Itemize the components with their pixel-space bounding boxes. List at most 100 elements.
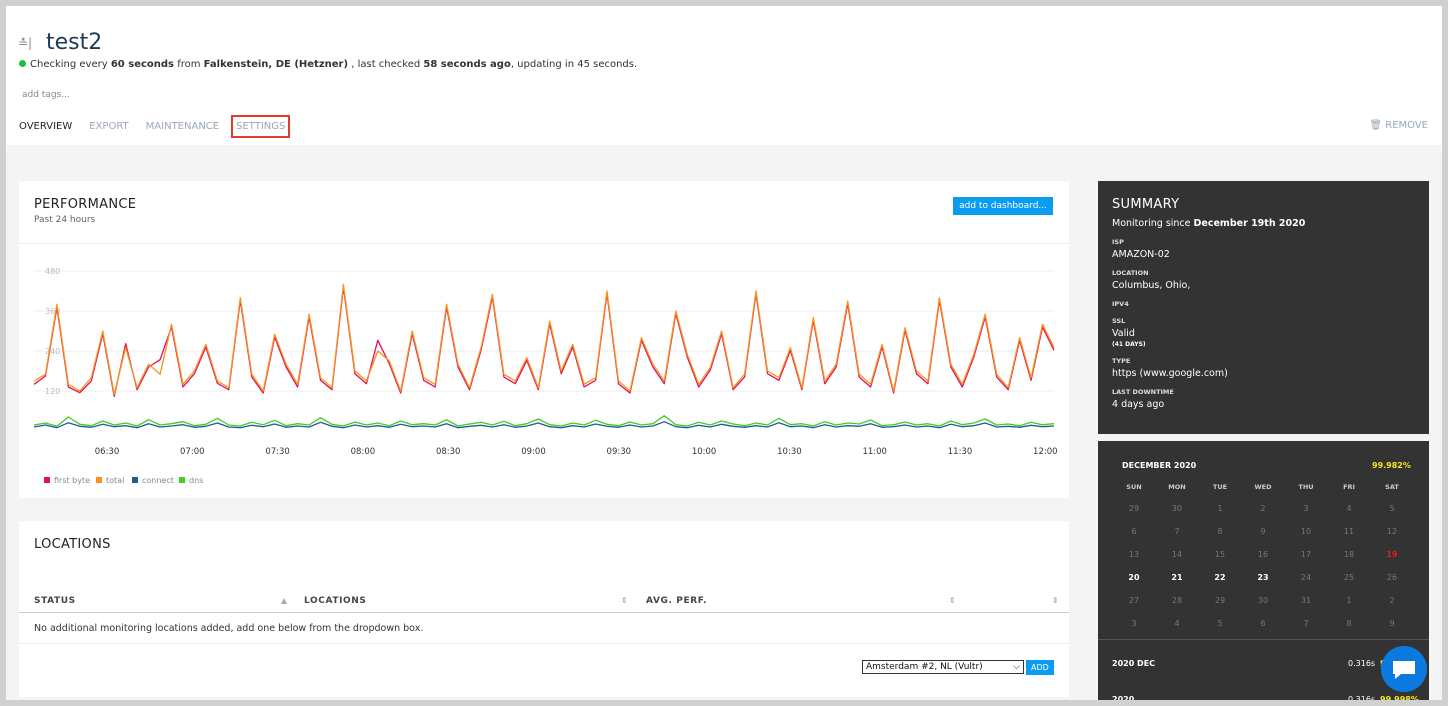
day: 1 [1217,504,1223,513]
column-header[interactable]: LOCATIONS [304,596,367,606]
y-tick-label: 360 [45,307,60,316]
legend-swatch [132,477,138,483]
fields: ISP AMAZON-02 LOCATION Columbus, Ohio, IPV4 S… [1112,238,1415,410]
legend-swatch [179,477,185,483]
add-button[interactable]: ADD [1026,660,1054,675]
day: 6 [1131,527,1137,536]
x-tick-label: 09:00 [521,447,546,457]
select-value: Amsterdam #2, NL (Vultr) [866,662,983,672]
sort-icon[interactable]: ⇕ [1052,596,1060,605]
day: 6 [1260,619,1266,628]
dashboard-button[interactable]: add to dashboard... [953,197,1053,215]
card-subtitle: Past 24 hours [34,215,96,225]
sort-icon[interactable]: ⇕ [949,596,957,605]
status-line: Checking every 60 seconds from Falkenste… [19,59,637,70]
day: 12 [1386,527,1398,536]
sort-icon[interactable]: ▲ [281,596,288,605]
day: 22 [1214,573,1226,582]
period-uptime: 99.998% [1380,695,1419,704]
calendar-month: DECEMBER 2020 [1122,461,1197,470]
x-tick-label: 07:30 [265,447,290,457]
legend-label: first byte [54,476,90,485]
day: 1 [1346,596,1352,605]
since-prefix: Monitoring since [1112,218,1194,229]
remove-button[interactable]: 🗑 REMOVE [1369,120,1428,131]
location-select[interactable]: Amsterdam #2, NL (Vultr) ⌵ [862,660,1024,674]
day: 24 [1300,573,1312,582]
field-label: LAST DOWNTIME [1112,388,1174,396]
content: PERFORMANCE Past 24 hours add to dashboa… [6,145,1442,704]
day: 3 [1303,504,1309,513]
tags-input[interactable]: add tags... [22,90,70,100]
weekday: THU [1298,483,1314,491]
x-tick-label: 08:30 [436,447,461,457]
day: 8 [1346,619,1352,628]
x-tick-label: 10:00 [692,447,717,457]
collapse-icon[interactable]: ≛| [18,36,33,50]
since-date: December 19th 2020 [1193,218,1306,229]
tab[interactable]: EXPORT [89,121,129,132]
legend-label: dns [189,476,203,485]
table-header: STATUS LOCATIONS AVG. PERF. ▲ ⇕ ⇕ ⇕ [19,591,1069,613]
day: 8 [1217,527,1223,536]
x-tick-label: 08:00 [351,447,376,457]
series-line [33,421,1055,429]
column-header[interactable]: AVG. PERF. [646,596,708,606]
day: 31 [1300,596,1312,605]
day: 29 [1214,596,1226,605]
header: ≛| test2 Checking every 60 seconds from … [6,6,1442,145]
calendar-uptime: 99.982% [1372,461,1411,470]
weekday: SUN [1126,483,1142,491]
day: 17 [1300,550,1312,559]
column-header[interactable]: STATUS [34,596,76,606]
status-part: Checking every [30,59,111,70]
field-value: Valid [1112,328,1135,339]
since: Monitoring since December 19th 2020 [1112,218,1415,229]
legend-label: connect [142,476,174,485]
day: 28 [1171,596,1183,605]
weekday: WED [1254,483,1272,491]
field-label: LOCATION [1112,269,1149,277]
period-time: 0.316s [1348,695,1376,704]
day: 4 [1174,619,1180,628]
legend-label: total [106,476,124,485]
x-tick-label: 11:30 [948,447,973,457]
day: 16 [1257,550,1269,559]
performance-card: PERFORMANCE Past 24 hours add to dashboa… [19,181,1069,498]
field-value: Columbus, Ohio, [1112,280,1191,291]
field-label: TYPE [1112,357,1131,365]
day: 14 [1171,550,1183,559]
y-tick-label: 120 [45,387,60,396]
card-title: LOCATIONS [34,537,111,552]
divider [1098,639,1429,640]
tab[interactable]: SETTINGS [231,115,291,138]
field-value: 4 days ago [1112,399,1165,410]
day: 13 [1128,550,1140,559]
tab[interactable]: MAINTENANCE [145,121,220,132]
sort-icon[interactable]: ⇕ [621,596,629,605]
period-time: 0.316s [1348,659,1376,668]
status-part: Falkenstein, DE (Hetzner) [203,59,349,70]
day: 3 [1131,619,1137,628]
monitor-title: test2 [46,30,103,55]
day: 11 [1343,527,1355,536]
tab[interactable]: OVERVIEW [19,121,73,132]
weekday: MON [1168,483,1186,491]
field-label: IPV4 [1112,300,1129,308]
field-label: SSL [1112,317,1126,325]
field-value: AMAZON-02 [1112,249,1170,260]
x-tick-label: 11:00 [862,447,887,457]
card-title: SUMMARY [1112,197,1180,212]
day: 27 [1128,596,1140,605]
day: 30 [1171,504,1183,513]
field-note: (41 DAYS) [1112,341,1146,348]
day: 5 [1389,504,1395,513]
day: 19 [1386,550,1398,559]
status-part: 60 seconds [110,59,175,70]
day: 2 [1260,504,1266,513]
day: 23 [1257,573,1269,582]
field-value: https (www.google.com) [1112,368,1228,379]
day: 21 [1171,573,1183,582]
chat-button[interactable] [1381,646,1427,692]
